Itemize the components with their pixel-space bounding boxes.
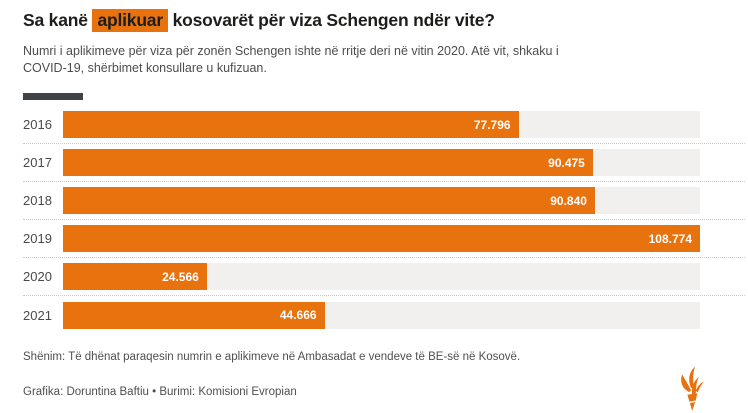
year-label: 2018 [23,193,52,208]
chart-row-2016: 2016 77.796 [23,106,745,144]
bar-track: 24.566 [63,263,700,290]
chart-row-2019: 2019 108.774 [23,220,745,258]
value-label: 108.774 [648,231,692,246]
bar-2018: 90.840 [63,187,595,214]
subtitle-line: Numri i aplikimeve për viza për zonën Sc… [23,44,559,58]
title-highlight: aplikuar [92,9,168,32]
chart-row-2021: 2021 44.666 [23,296,745,334]
bar-chart: 2016 77.796 2017 90.475 2018 90.840 2019 108.77… [23,106,745,334]
title-text-suffix: kosovarët për viza Schengen ndër vite? [172,10,495,30]
page-title: Sa kanë aplikuar kosovarët për viza Sche… [23,8,495,32]
bar-2021: 44.666 [63,301,325,329]
value-label: 24.566 [162,269,199,284]
rferl-torch-icon [681,366,704,411]
bar-2016: 77.796 [63,111,519,138]
credits: Grafika: Doruntina Baftiu • Burimi: Komi… [23,386,297,398]
subtitle-line: COVID-19, shërbimet konsullare u kufizua… [23,61,267,75]
year-label: 2020 [23,269,52,284]
year-label: 2021 [23,307,52,323]
year-label: 2016 [23,117,52,132]
value-label: 44.666 [279,308,317,322]
divider-bar [23,93,83,100]
bar-track: 108.774 [63,225,700,252]
footnote: Shënim: Të dhënat paraqesin numrin e apl… [23,351,521,363]
year-label: 2017 [23,155,52,170]
year-label: 2019 [23,231,52,246]
bar-2019: 108.774 [63,225,700,252]
title-text-prefix: Sa kanë [23,10,88,30]
chart-row-2020: 2020 24.566 [23,258,745,296]
chart-row-2017: 2017 90.475 [23,144,745,182]
bar-2020: 24.566 [63,263,207,290]
bar-track: 77.796 [63,111,700,138]
subtitle: Numri i aplikimeve për viza për zonën Sc… [23,43,559,77]
value-label: 90.475 [548,155,585,170]
value-label: 77.796 [473,117,511,132]
bar-track: 90.840 [63,187,700,214]
bar-track: 44.666 [63,301,700,329]
bar-track: 90.475 [63,149,700,176]
chart-row-2018: 2018 90.840 [23,182,745,220]
value-label: 90.840 [550,193,587,208]
bar-2017: 90.475 [63,149,593,176]
